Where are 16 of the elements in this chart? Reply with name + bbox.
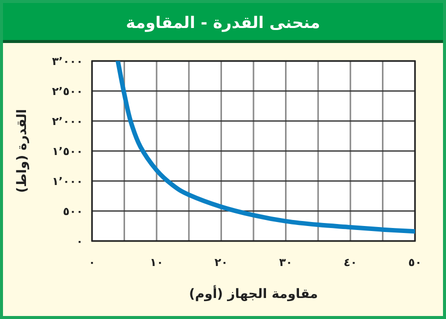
y-tick-label: ٢٬٥٠٠ bbox=[52, 85, 83, 98]
x-axis-title: مقاومة الجهاز (أوم) bbox=[189, 285, 318, 302]
x-tick-label: ٢٠ bbox=[214, 256, 228, 269]
x-tick-label: ٠ bbox=[88, 256, 96, 269]
x-tick-label: ٣٠ bbox=[279, 256, 293, 269]
y-tick-label: ٥٠٠ bbox=[62, 205, 83, 218]
y-tick-label: ١٬٥٠٠ bbox=[52, 145, 83, 158]
x-tick-label: ٥٠ bbox=[408, 256, 422, 269]
y-tick-label: ٠ bbox=[76, 235, 83, 248]
y-tick-label: ١٬٠٠٠ bbox=[52, 175, 83, 188]
chart-title: منحنى القدرة - المقاومة bbox=[126, 13, 320, 32]
y-tick-label: ٢٬٠٠٠ bbox=[52, 115, 83, 128]
x-tick-label: ٤٠ bbox=[344, 256, 358, 269]
y-axis-title: القدرة (واط) bbox=[15, 109, 30, 193]
x-tick-label: ١٠ bbox=[150, 256, 164, 269]
y-tick-label: ٣٬٠٠٠ bbox=[52, 55, 83, 68]
